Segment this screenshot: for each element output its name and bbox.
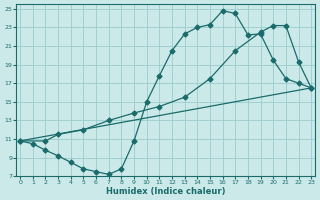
X-axis label: Humidex (Indice chaleur): Humidex (Indice chaleur) bbox=[106, 187, 225, 196]
